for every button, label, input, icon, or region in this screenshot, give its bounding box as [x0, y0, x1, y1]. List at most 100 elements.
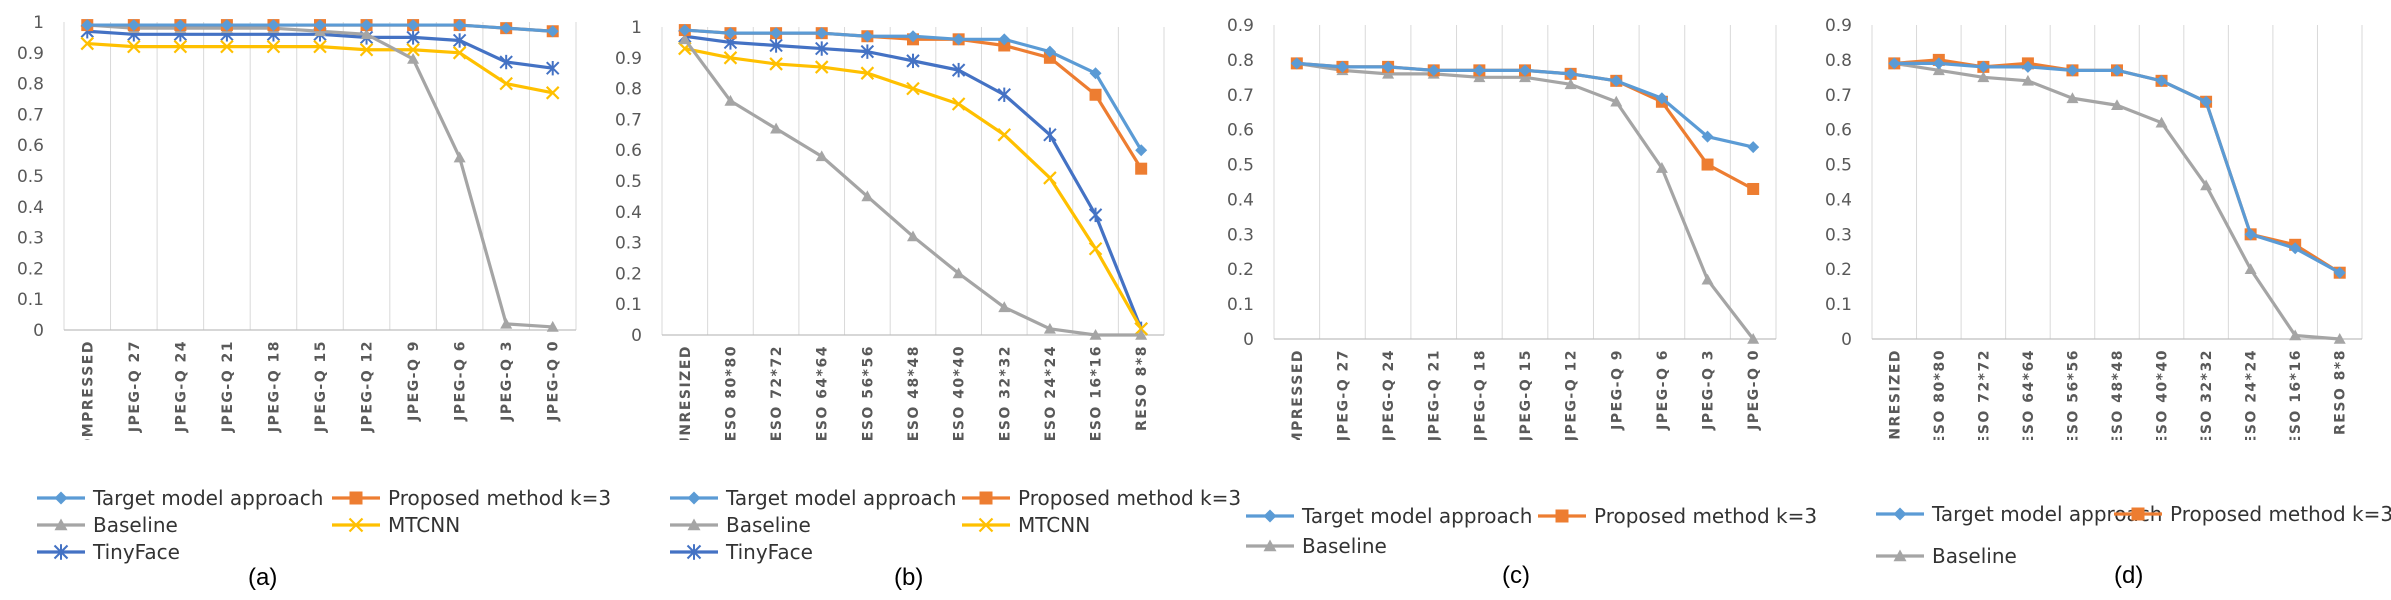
data-point: [1932, 64, 1945, 76]
x-tick-label: JPEG-Q 0: [1746, 349, 1762, 431]
legend-c: Target model approach Proposed method k=3…: [1244, 504, 1817, 558]
data-point: [1519, 71, 1531, 83]
legend-swatch: [1876, 549, 1924, 562]
data-point: [2066, 92, 2079, 104]
x-tick-label: UNCOMPRESSED: [1290, 349, 1306, 440]
data-point: [500, 22, 513, 35]
y-tick-label: 0.1: [615, 295, 642, 315]
data-point: [2111, 99, 2123, 111]
y-tick-label: 0.1: [1825, 295, 1852, 315]
data-point: [500, 317, 513, 329]
y-tick-label: 0.5: [1825, 156, 1852, 176]
data-point: [1382, 67, 1395, 79]
legend-label: Target model approach: [93, 486, 324, 510]
y-tick-label: 0.8: [615, 80, 642, 100]
series-target-model-approach: [1290, 57, 1760, 154]
data-point: [1290, 57, 1303, 70]
data-point: [815, 150, 828, 162]
series-mtcnn: [678, 41, 1148, 336]
data-point: [1473, 71, 1486, 83]
legend-b: Target model approach Proposed method k=3…: [668, 486, 1241, 566]
legend-swatch: [962, 517, 1010, 533]
y-tick-label: 0.3: [17, 229, 44, 249]
x-tick-label: JPEG-Q 3: [499, 340, 515, 422]
data-point: [359, 42, 374, 57]
data-point: [724, 27, 737, 40]
data-point: [815, 41, 829, 56]
data-point: [998, 33, 1011, 46]
data-point: [860, 66, 875, 80]
y-tick-label: 0.5: [1227, 156, 1254, 176]
data-point: [1655, 162, 1668, 173]
data-point: [173, 39, 188, 54]
series-mtcnn: [80, 36, 560, 100]
data-point: [499, 54, 513, 70]
data-point: [1043, 127, 1057, 142]
data-point: [1089, 329, 1102, 340]
data-point: [127, 19, 140, 32]
gridlines: [661, 27, 1165, 335]
data-point: [1977, 71, 1990, 83]
data-point: [1701, 130, 1714, 143]
y-tick-label: 0: [33, 321, 44, 341]
y-tick-label: 0.9: [17, 44, 44, 64]
y-tick-label: 0.3: [1227, 225, 1254, 245]
y-tick-label: 0.4: [1227, 190, 1254, 210]
data-point: [1701, 273, 1714, 285]
y-tick-label: 0.2: [17, 259, 44, 279]
data-point: [724, 94, 737, 106]
data-point: [1134, 322, 1148, 336]
x-tick-label: JPEG-Q 12: [1564, 349, 1580, 440]
y-tick-label: 0.6: [17, 136, 44, 156]
y-tick-label: 1: [33, 13, 44, 33]
data-point: [906, 53, 920, 69]
data-point: [2200, 179, 2213, 191]
series-target-model-approach: [678, 24, 1148, 157]
data-point: [314, 19, 326, 32]
series-target-model-approach: [81, 19, 559, 38]
chart-panel-d: 0 0.1 0.2 0.3 0.4 0.5 0.6 0.7 0.8 0.9 UNRESIZED RES…: [1800, 0, 2391, 600]
legend-label: Baseline: [93, 513, 178, 537]
y-tick-label: 0.4: [615, 203, 642, 223]
y-tick-label: 1: [631, 18, 642, 38]
y-tick-label: 0.9: [1825, 16, 1852, 36]
x-tick-label: RESO 72*72: [1976, 349, 1992, 440]
legend-label: Baseline: [1302, 534, 1387, 558]
data-point: [1089, 67, 1102, 80]
data-point: [770, 27, 783, 40]
legend-swatch: [962, 491, 1010, 505]
x-tick-label: JPEG-Q 9: [1609, 349, 1625, 431]
legend-label: MTCNN: [1018, 513, 1091, 537]
data-point: [906, 81, 920, 96]
x-tick-label: RESO 24*24: [2244, 349, 2260, 440]
data-point: [1088, 207, 1103, 223]
data-point: [952, 33, 965, 46]
data-point: [998, 39, 1011, 52]
y-tick-label: 0: [1243, 330, 1254, 350]
chart-caption-d: (d): [2114, 562, 2144, 589]
series-proposed-method-k-3: [1888, 53, 2346, 279]
y-tick-label: 0.3: [615, 234, 642, 254]
legend-swatch: [332, 491, 380, 505]
x-tick-label: JPEG-Q 18: [266, 340, 282, 433]
legend-label: Proposed method k=3: [2170, 502, 2391, 526]
data-point: [1977, 60, 1990, 73]
data-point: [2066, 64, 2079, 77]
legend-swatch: [1876, 507, 1924, 521]
data-point: [406, 42, 420, 57]
data-point: [2333, 333, 2346, 344]
gridlines: [1273, 25, 1777, 339]
data-point: [2155, 116, 2168, 128]
chart-panel-b: 0 0.1 0.2 0.3 0.4 0.5 0.6 0.7 0.8 0.9 1 UNRESIZED RE…: [600, 0, 1241, 600]
y-tick-label: 0.2: [615, 264, 642, 284]
legend-label: Proposed method k=3: [1018, 486, 1242, 510]
data-point: [723, 51, 738, 65]
x-tick-label: JPEG-Q 21: [220, 340, 236, 433]
data-point: [1747, 333, 1760, 344]
legend-label: Baseline: [1932, 544, 2017, 568]
x-tick-label: RESO 16*16: [2288, 349, 2304, 440]
legend-label: Target model approach: [726, 486, 957, 510]
legend-swatch: [670, 518, 718, 531]
x-tick-label: UNCOMPRESSED: [80, 340, 96, 440]
legend-swatch: [332, 517, 380, 533]
